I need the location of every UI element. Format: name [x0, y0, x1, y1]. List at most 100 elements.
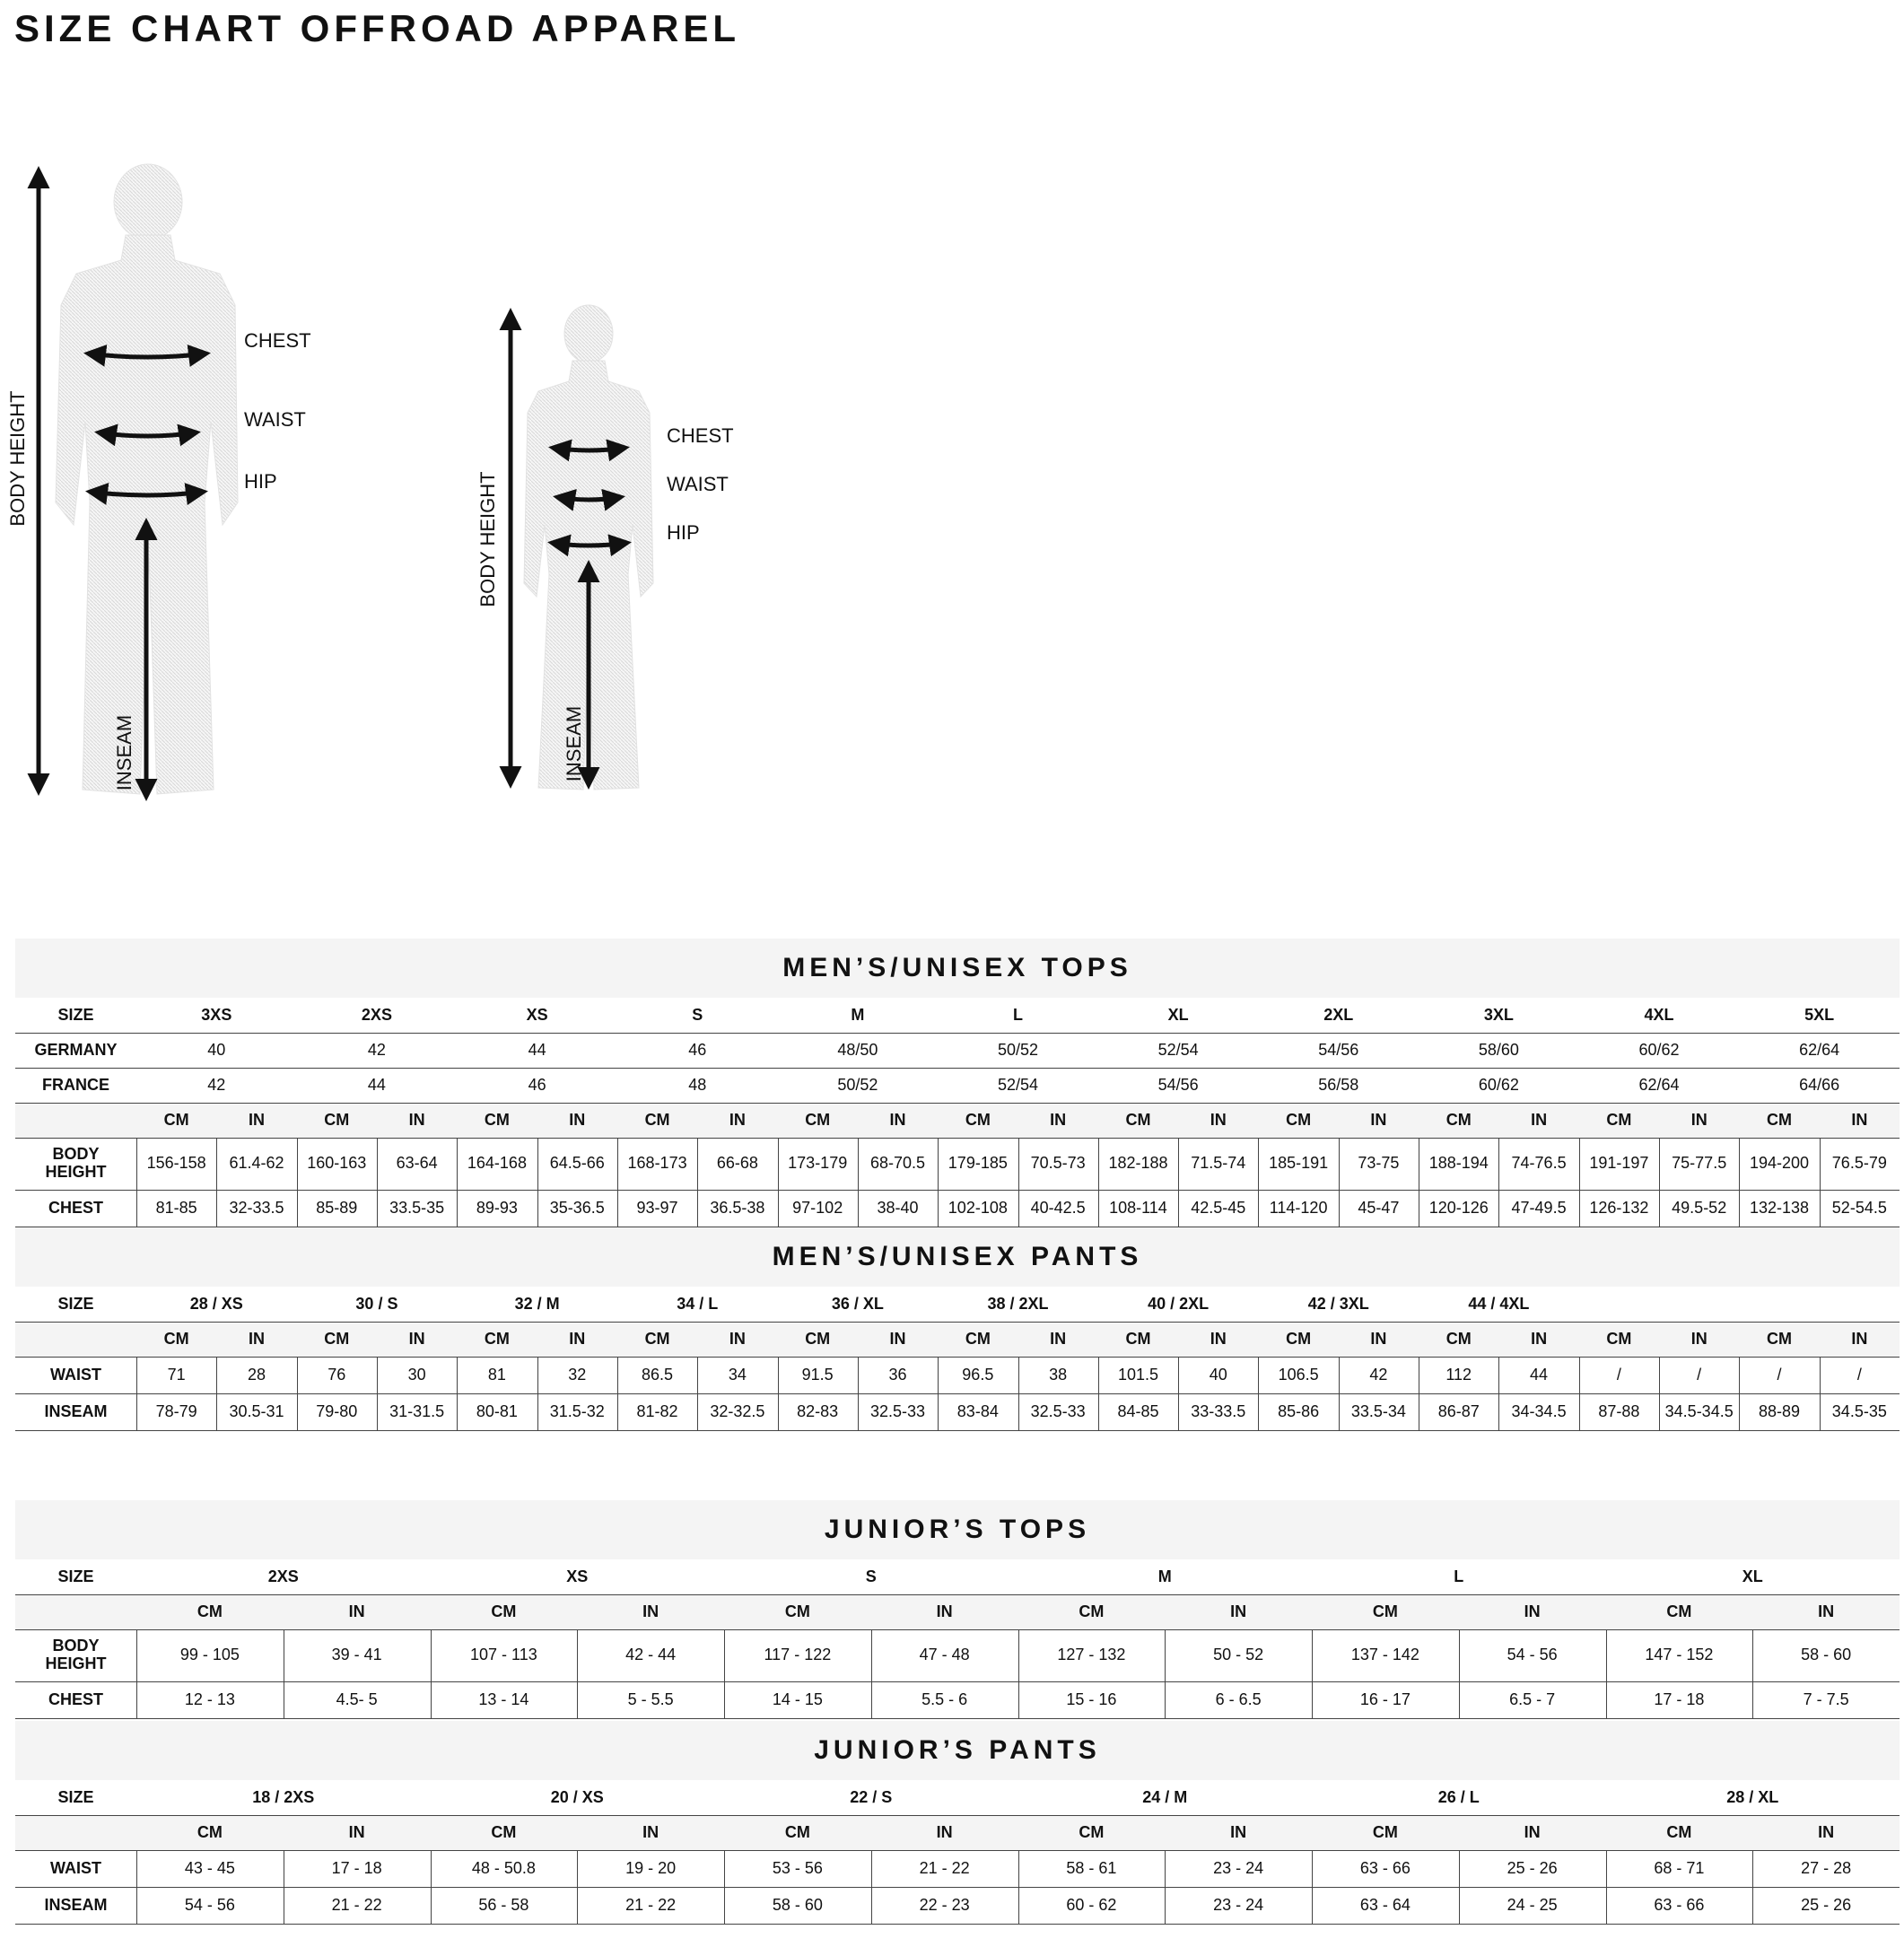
- size-value: 31.5-32: [549, 1401, 605, 1420]
- unit-row-bg: [15, 1594, 1900, 1629]
- size-value: 32.5-33: [1030, 1401, 1086, 1420]
- size-value: 91.5: [801, 1365, 834, 1384]
- unit-header: CM: [1125, 1329, 1151, 1348]
- cell-border: [1819, 1393, 1821, 1430]
- size-header: 34 / L: [677, 1294, 719, 1313]
- page-title: SIZE CHART OFFROAD APPAREL: [14, 7, 740, 49]
- size-value: 73-75: [1358, 1154, 1400, 1173]
- size-value: 60/62: [1638, 1040, 1680, 1059]
- cell-border: [457, 1357, 459, 1393]
- cell-border: [537, 1190, 538, 1227]
- size-value: 47 - 48: [919, 1646, 970, 1664]
- cell-border: [857, 1190, 859, 1227]
- cell-border: [1097, 1190, 1099, 1227]
- cell-border: [577, 1681, 579, 1718]
- unit-header: IN: [569, 1329, 586, 1348]
- row-line: [15, 1190, 1900, 1191]
- size-header: 5XL: [1804, 1005, 1835, 1024]
- size-value: 87-88: [1598, 1401, 1640, 1420]
- row-label: SIZE: [57, 1005, 94, 1024]
- cell-border: [1659, 1138, 1661, 1190]
- size-value: 64.5-66: [549, 1154, 605, 1173]
- unit-header: IN: [1370, 1110, 1387, 1129]
- row-label: WAIST: [50, 1858, 101, 1877]
- cell-border: [376, 1393, 378, 1430]
- unit-header: CM: [491, 1602, 517, 1620]
- size-value: 13 - 14: [478, 1689, 529, 1708]
- size-value: /: [1616, 1365, 1621, 1384]
- size-header: 40 / 2XL: [1148, 1294, 1210, 1313]
- cell-border: [296, 1190, 298, 1227]
- unit-header: CM: [644, 1110, 670, 1129]
- cell-border: [870, 1629, 872, 1681]
- cell-border: [857, 1138, 859, 1190]
- unit-header: CM: [324, 1110, 350, 1129]
- cell-border: [870, 1887, 872, 1924]
- unit-header: IN: [569, 1110, 586, 1129]
- cell-border: [136, 1357, 137, 1393]
- unit-header: CM: [324, 1329, 350, 1348]
- row-line: [15, 1393, 1900, 1394]
- size-value: 68 - 71: [1654, 1858, 1705, 1877]
- unit-header: IN: [1524, 1822, 1541, 1841]
- waist-label: WAIST: [667, 473, 729, 495]
- row-label: GERMANY: [34, 1040, 118, 1059]
- cell-border: [1605, 1887, 1607, 1924]
- row-line: [15, 1138, 1900, 1139]
- unit-header: CM: [163, 1110, 189, 1129]
- cell-border: [1458, 1681, 1460, 1718]
- size-value: 60/62: [1478, 1075, 1519, 1094]
- size-header: L: [1012, 1005, 1023, 1024]
- size-value: 33.5-35: [389, 1198, 445, 1217]
- cell-border: [1498, 1357, 1500, 1393]
- unit-header: IN: [408, 1110, 425, 1129]
- cell-border: [616, 1138, 618, 1190]
- size-value: 185-191: [1269, 1154, 1329, 1173]
- cell-border: [1178, 1393, 1180, 1430]
- size-value: 36: [888, 1365, 907, 1384]
- cell-border: [1458, 1850, 1460, 1887]
- size-value: 28: [247, 1365, 266, 1384]
- unit-header: CM: [1666, 1602, 1692, 1620]
- cell-border: [1578, 1393, 1580, 1430]
- size-value: 32.5-33: [869, 1401, 926, 1420]
- size-value: 194-200: [1749, 1154, 1810, 1173]
- cell-border: [1498, 1190, 1500, 1227]
- size-value: 45-47: [1358, 1198, 1400, 1217]
- cell-border: [1752, 1850, 1754, 1887]
- size-value: 107 - 113: [470, 1646, 537, 1664]
- cell-border: [430, 1887, 432, 1924]
- size-value: 40-42.5: [1030, 1198, 1086, 1217]
- cell-border: [376, 1190, 378, 1227]
- unit-header: IN: [1230, 1602, 1247, 1620]
- size-header: 2XS: [361, 1005, 392, 1024]
- size-value: 39 - 41: [331, 1646, 382, 1664]
- unit-header: IN: [1050, 1329, 1067, 1348]
- cell-border: [777, 1190, 779, 1227]
- unit-header: IN: [1818, 1822, 1835, 1841]
- row-line: [15, 1068, 1900, 1069]
- cell-border: [1819, 1138, 1821, 1190]
- unit-header: IN: [1690, 1110, 1707, 1129]
- size-value: 127 - 132: [1057, 1646, 1126, 1664]
- cell-border: [1018, 1357, 1019, 1393]
- size-value: 48 - 50.8: [471, 1858, 536, 1877]
- size-value: 32-32.5: [710, 1401, 765, 1420]
- unit-header: IN: [1818, 1602, 1835, 1620]
- cell-border: [1739, 1190, 1741, 1227]
- cell-border: [697, 1190, 699, 1227]
- size-value: 61.4-62: [229, 1154, 284, 1173]
- cell-border: [1165, 1850, 1166, 1887]
- size-value: 63 - 66: [1654, 1895, 1705, 1914]
- cell-border: [296, 1357, 298, 1393]
- size-value: 32-33.5: [229, 1198, 284, 1217]
- adult-arrows: [27, 166, 211, 801]
- cell-border: [1498, 1138, 1500, 1190]
- size-value: 43 - 45: [184, 1858, 235, 1877]
- cell-border: [1165, 1681, 1166, 1718]
- size-header: L: [1454, 1567, 1464, 1585]
- cell-border: [457, 1190, 459, 1227]
- cell-border: [938, 1393, 939, 1430]
- size-value: 54/56: [1318, 1040, 1359, 1059]
- size-header: 4XL: [1644, 1005, 1674, 1024]
